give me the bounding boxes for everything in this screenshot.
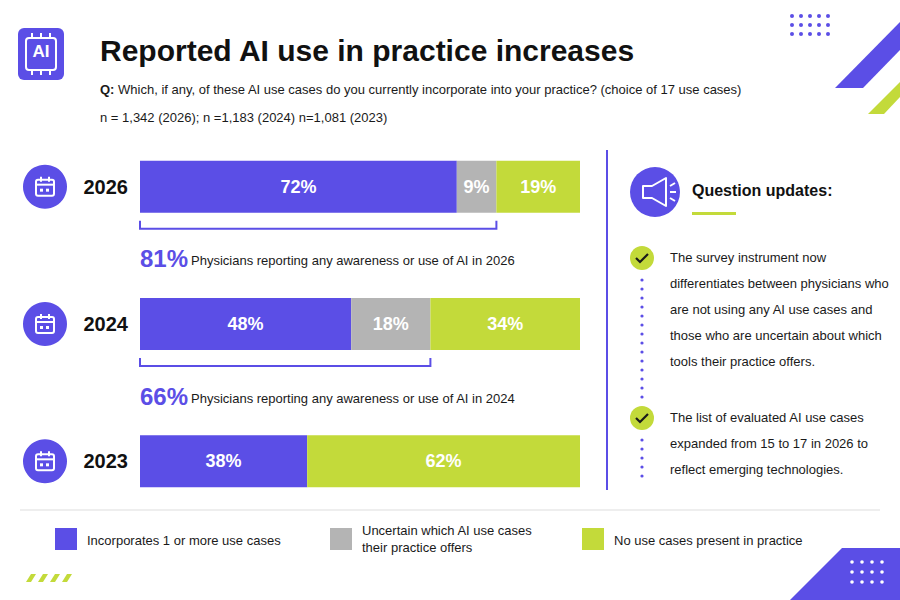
html-text:Uncertain which AI use cases t: Uncertain which AI use cases their pract… [362, 523, 532, 555]
svg-text:18%: 18% [373, 314, 409, 334]
svg-text:81%: 81% [140, 245, 188, 272]
svg-text:19%: 19% [520, 177, 556, 197]
svg-text:Physicians reporting any aware: Physicians reporting any awareness or us… [191, 391, 515, 406]
svg-text:2024: 2024 [84, 313, 129, 335]
html-text:Incorporates 1 or more use cas: Incorporates 1 or more use cases [87, 533, 281, 548]
html-text:Q: Which, if any, of these AI: Q: Which, if any, of these AI use cases … [100, 82, 742, 97]
svg-text:38%: 38% [206, 451, 242, 471]
html-text:Reported AI use in practice in: Reported AI use in practice increases [100, 34, 635, 67]
svg-text:72%: 72% [280, 177, 316, 197]
svg-text:48%: 48% [228, 314, 264, 334]
svg-text:34%: 34% [487, 314, 523, 334]
html-text:The list of evaluated AI use c: The list of evaluated AI use cases expan… [670, 410, 868, 477]
svg-text:2023: 2023 [84, 450, 129, 472]
html-text:AI: AI [32, 42, 50, 61]
svg-text:66%: 66% [140, 383, 188, 410]
html-text:n = 1,342 (2026); n =1,183 (20: n = 1,342 (2026); n =1,183 (2024) n=1,08… [100, 110, 388, 125]
html-text:Question updates:: Question updates: [692, 182, 833, 199]
html-text:No use cases present in practi: No use cases present in practice [614, 533, 803, 548]
svg-text:62%: 62% [426, 451, 462, 471]
svg-text:9%: 9% [464, 177, 490, 197]
svg-text:Physicians reporting any aware: Physicians reporting any awareness or us… [191, 253, 515, 268]
svg-text:2026: 2026 [84, 176, 129, 198]
html-text:The survey instrument now diff: The survey instrument now differentiates… [670, 250, 889, 369]
